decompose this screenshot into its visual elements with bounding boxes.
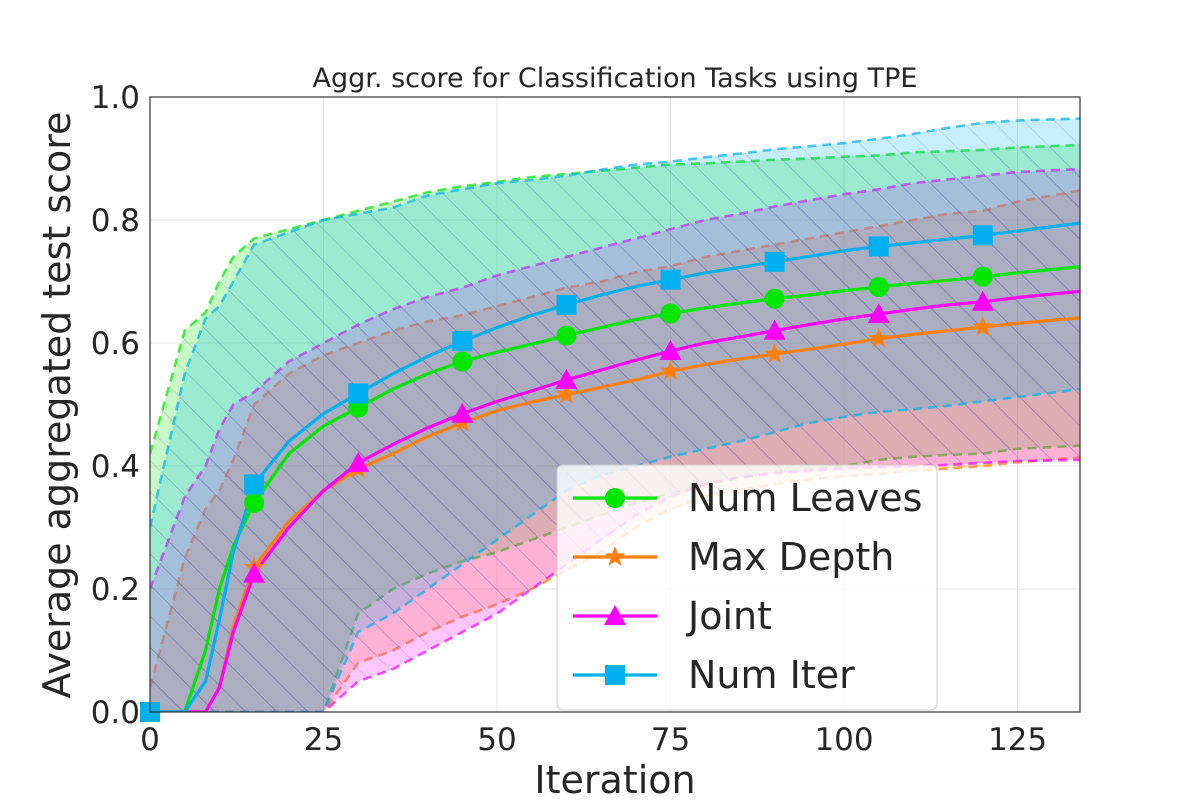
plot-frame: [149, 96, 1081, 713]
legend-marker-1: [604, 546, 626, 566]
band-upper-3: [150, 117, 1080, 528]
series-1-point: [660, 360, 681, 381]
series-2-point: [659, 339, 682, 360]
y-tick-label: 0.4: [91, 449, 140, 485]
legend-label-0: Num Leaves: [688, 476, 922, 520]
series-3-point: [348, 383, 369, 404]
confidence-bands: [150, 117, 1080, 712]
series-2-point: [763, 319, 786, 340]
series-0-point: [244, 492, 265, 513]
series-markers: [140, 225, 994, 722]
legend-marker-3: [605, 665, 625, 685]
legend: Num Leaves Max Depth Joint Num Iter: [556, 464, 938, 711]
x-axis-label: Iteration: [534, 758, 695, 800]
series-2-point: [243, 562, 266, 583]
series-3-point: [244, 474, 265, 495]
y-axis-ticks: 0.0 0.2 0.4 0.6 0.8 1.0: [91, 80, 140, 731]
series-3-point: [972, 225, 993, 246]
chart-title: Aggr. score for Classification Tasks usi…: [313, 63, 918, 94]
series-1-point: [972, 316, 994, 336]
x-tick-label: 25: [304, 722, 343, 758]
x-tick-label: 100: [814, 722, 873, 758]
x-axis-ticks: 0 25 50 75 100 125: [140, 722, 1047, 758]
series-2-point: [451, 402, 474, 423]
y-axis-label: Average aggregated test score: [35, 112, 79, 699]
series-3-point: [556, 294, 577, 315]
series-0-point: [764, 288, 785, 309]
y-tick-label: 0.6: [91, 326, 140, 362]
x-tick-label: 125: [988, 722, 1047, 758]
series-1-point: [868, 327, 890, 348]
y-tick-label: 0.2: [91, 572, 140, 608]
legend-box: [556, 464, 938, 711]
legend-marker-0: [605, 488, 625, 508]
x-tick-label: 50: [477, 722, 516, 758]
legend-label-3: Num Iter: [688, 653, 855, 697]
series-3-point: [764, 251, 785, 272]
series-0-point: [868, 277, 889, 298]
series-3-point: [452, 331, 473, 352]
legend-marker-2: [604, 605, 626, 625]
band-hatch-3: [150, 118, 1080, 712]
series-1-point: [556, 383, 577, 404]
x-tick-label: 0: [140, 722, 160, 758]
y-tick-label: 0.8: [91, 203, 140, 239]
legend-label-2: Joint: [686, 594, 772, 638]
series-3-point: [660, 269, 681, 290]
series-0-point: [660, 303, 681, 324]
y-tick-label: 0.0: [91, 695, 140, 731]
series-0-point: [556, 325, 577, 346]
series-2-point: [555, 368, 578, 389]
series-0-point: [972, 266, 993, 287]
series-2-point: [971, 290, 994, 311]
y-tick-label: 1.0: [91, 80, 140, 116]
series-2-point: [867, 303, 890, 324]
series-1-point: [764, 343, 786, 363]
x-tick-label: 75: [651, 722, 690, 758]
legend-label-1: Max Depth: [688, 535, 894, 579]
series-0-point: [452, 351, 473, 372]
series-2-point: [347, 451, 370, 472]
series-3-point: [868, 236, 889, 257]
